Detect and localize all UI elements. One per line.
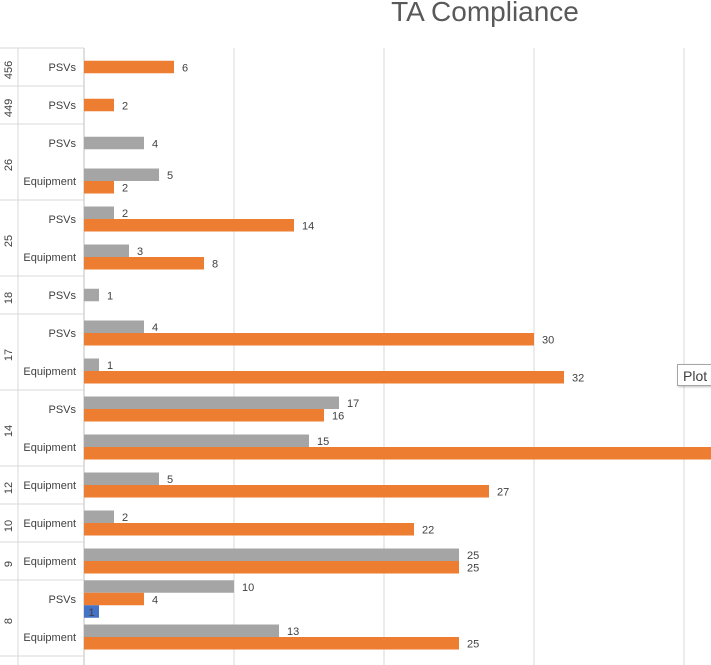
bar-orange [84,592,144,606]
data-label: 2 [122,208,128,220]
group-label: 17 [3,349,15,361]
bar-gray [84,358,99,371]
bar-gray [84,244,129,257]
category-label: Equipment [23,366,76,378]
bar-blue [84,605,99,618]
data-label: 32 [572,373,584,385]
data-label: 4 [152,594,158,606]
group-label: 9 [3,561,15,567]
data-label: 14 [302,221,314,233]
bar-gray [84,548,459,561]
bar-gray [84,320,144,333]
chart-title: TA Compliance [391,0,579,27]
bar-orange [84,371,564,384]
data-label: 5 [167,474,173,486]
category-label: Equipment [23,252,76,264]
bar-orange [84,485,489,498]
data-label: 4 [152,138,158,150]
data-label: 27 [497,487,509,499]
bar-orange [84,98,114,112]
bar-orange [84,333,534,346]
group-label: 449 [3,99,15,117]
category-label: PSVs [48,404,76,416]
bar-gray [84,580,234,593]
category-label: PSVs [48,328,76,340]
category-label: PSVs [48,100,76,112]
group-label: 8 [3,618,15,624]
bar-gray [84,510,114,523]
group-label: 18 [3,292,15,304]
data-label: 2 [122,100,128,112]
group-label: 26 [3,159,15,171]
data-label: 13 [287,626,299,638]
data-label: 22 [422,525,434,537]
category-label: Equipment [23,518,76,530]
bar-gray [84,288,99,302]
bar-orange [84,257,204,270]
data-label: 25 [467,639,479,651]
data-label: 16 [332,411,344,423]
category-label: Equipment [23,176,76,188]
group-label: 25 [3,235,15,247]
data-label: 6 [182,62,188,74]
category-label: PSVs [48,214,76,226]
data-label: 5 [167,170,173,182]
data-label: 1 [107,290,113,302]
bar-orange [84,523,414,536]
bar-gray [84,206,114,219]
bar-gray [84,168,159,181]
data-label: 2 [122,183,128,195]
data-label: 3 [137,246,143,258]
data-label: 30 [542,335,554,347]
bar-orange [84,447,711,460]
bar-orange [84,219,294,232]
category-label: Equipment [23,442,76,454]
data-label: 10 [242,582,254,594]
bar-gray [84,472,159,485]
data-label: 1 [88,607,94,619]
category-label: Equipment [23,480,76,492]
plot-area-tooltip: Plot [677,364,711,386]
group-label: 12 [3,482,15,494]
data-label: 8 [212,259,218,271]
bar-orange [84,409,324,422]
data-label: 1 [107,360,113,372]
bar-gray [84,434,309,447]
group-label: 456 [3,61,15,79]
bar-orange [84,60,174,74]
bar-gray [84,396,339,409]
bar-orange [84,561,459,574]
group-label: 14 [3,425,15,437]
data-label: 25 [467,550,479,562]
category-label: PSVs [48,290,76,302]
group-label: 10 [3,520,15,532]
data-label: 2 [122,512,128,524]
category-label: PSVs [48,594,76,606]
bar-gray [84,624,279,637]
category-label: PSVs [48,138,76,150]
data-label: 15 [317,436,329,448]
category-label: Equipment [23,556,76,568]
bar-orange [84,181,114,194]
bar-orange [84,637,459,650]
data-label: 17 [347,398,359,410]
category-label: Equipment [23,632,76,644]
bar-gray [84,136,144,150]
category-label: PSVs [48,62,76,74]
data-label: 4 [152,322,158,334]
data-label: 25 [467,563,479,575]
